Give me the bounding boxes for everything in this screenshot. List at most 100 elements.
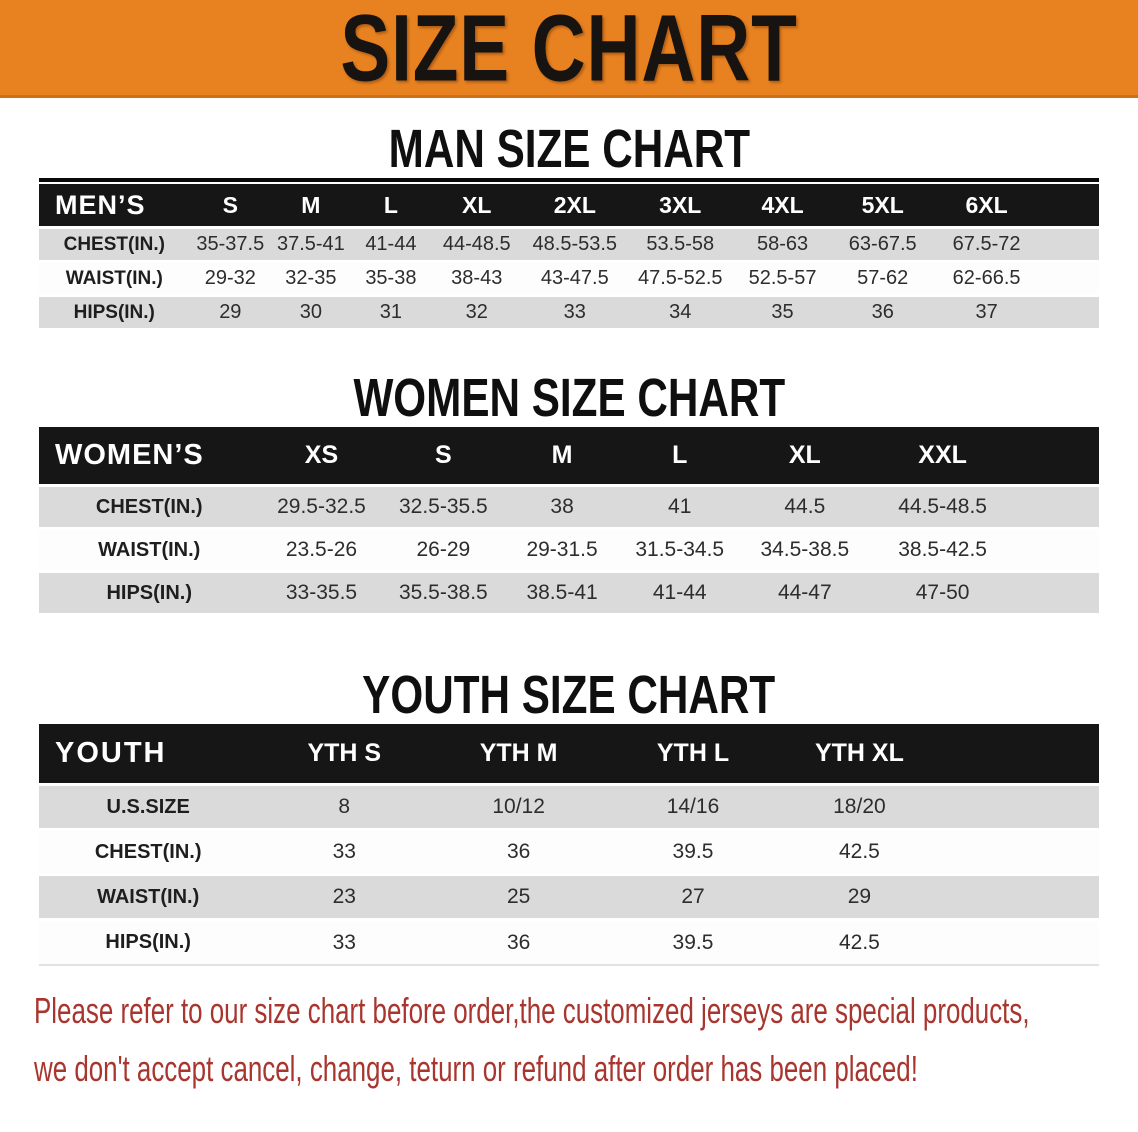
women-table-title-cell: WOMEN’S	[39, 427, 260, 487]
size-cell: 34.5-38.5	[738, 530, 872, 573]
size-column-header: YTH M	[431, 724, 607, 786]
table-row-chest: CHEST(IN.) 33 36 39.5 42.5	[39, 831, 1099, 876]
size-cell: 43-47.5	[522, 263, 628, 297]
spacer-cell	[1039, 297, 1099, 331]
spacer-cell	[938, 786, 1099, 831]
row-label: CHEST(IN.)	[39, 831, 258, 876]
size-column-header: XXL	[871, 427, 1015, 487]
size-cell: 41	[620, 487, 739, 530]
size-cell: 63-67.5	[831, 229, 934, 263]
size-cell: 62-66.5	[933, 263, 1040, 297]
youth-section-heading: YOUTH SIZE CHART	[0, 665, 1138, 724]
size-column-header: YTH XL	[779, 724, 939, 786]
size-cell: 47-50	[871, 573, 1015, 616]
size-cell: 32	[431, 297, 523, 331]
size-column-header: 3XL	[627, 182, 734, 229]
row-label: CHEST(IN.)	[39, 229, 190, 263]
disclaimer-text: Please refer to our size chart before or…	[34, 986, 1108, 1102]
table-row-hips: HIPS(IN.) 29 30 31 32 33 34 35 36 37	[39, 297, 1099, 331]
spacer-cell	[1039, 263, 1099, 297]
men-section-heading: MAN SIZE CHART	[0, 119, 1138, 178]
size-cell: 52.5-57	[733, 263, 832, 297]
row-label: HIPS(IN.)	[39, 573, 260, 616]
size-cell: 25	[431, 876, 607, 921]
men-size-table: MEN’S S M L XL 2XL 3XL 4XL 5XL 6XL CHEST…	[39, 178, 1099, 331]
youth-size-table: YOUTH YTH S YTH M YTH L YTH XL U.S.SIZE …	[39, 724, 1099, 966]
size-cell: 29	[189, 297, 272, 331]
row-label: WAIST(IN.)	[39, 876, 258, 921]
spacer-cell	[938, 921, 1099, 966]
size-column-header: S	[189, 182, 272, 229]
size-cell: 23	[257, 876, 432, 921]
table-row-waist: WAIST(IN.) 23.5-26 26-29 29-31.5 31.5-34…	[39, 530, 1099, 573]
row-label: WAIST(IN.)	[39, 530, 260, 573]
size-cell: 30	[271, 297, 351, 331]
size-cell: 29.5-32.5	[259, 487, 384, 530]
size-column-header: XL	[431, 182, 523, 229]
page-title: SIZE CHART	[340, 0, 798, 101]
size-cell: 8	[257, 786, 432, 831]
spacer-cell	[1014, 573, 1099, 616]
size-column-header: XL	[738, 427, 872, 487]
size-cell: 41-44	[350, 229, 432, 263]
disclaimer-line-1: Please refer to our size chart before or…	[34, 990, 1030, 1031]
size-column-header: YTH S	[257, 724, 432, 786]
size-cell: 33	[257, 831, 432, 876]
size-cell: 10/12	[431, 786, 607, 831]
banner: SIZE CHART	[0, 0, 1138, 100]
size-cell: 31.5-34.5	[620, 530, 739, 573]
spacer-cell	[1039, 182, 1099, 229]
size-cell: 44-47	[738, 573, 872, 616]
size-cell: 42.5	[779, 921, 939, 966]
size-cell: 32-35	[271, 263, 351, 297]
size-cell: 32.5-35.5	[383, 487, 504, 530]
size-cell: 29-31.5	[503, 530, 621, 573]
women-section-heading: WOMEN SIZE CHART	[0, 368, 1138, 428]
size-cell: 34	[627, 297, 734, 331]
table-row-waist: WAIST(IN.) 23 25 27 29	[39, 876, 1099, 921]
size-cell: 38.5-42.5	[871, 530, 1015, 573]
spacer-cell	[938, 876, 1099, 921]
size-cell: 26-29	[383, 530, 504, 573]
size-cell: 35-37.5	[189, 229, 272, 263]
size-cell: 38.5-41	[503, 573, 621, 616]
row-label: HIPS(IN.)	[39, 921, 258, 966]
size-cell: 36	[831, 297, 934, 331]
spacer-cell	[1014, 530, 1099, 573]
size-cell: 57-62	[831, 263, 934, 297]
size-cell: 44-48.5	[431, 229, 523, 263]
size-cell: 35-38	[350, 263, 432, 297]
spacer-cell	[938, 724, 1099, 786]
size-cell: 23.5-26	[259, 530, 384, 573]
size-cell: 29-32	[189, 263, 272, 297]
row-label: CHEST(IN.)	[39, 487, 260, 530]
size-cell: 35	[733, 297, 832, 331]
size-column-header: S	[383, 427, 504, 487]
youth-table-header-row: YOUTH YTH S YTH M YTH L YTH XL	[39, 724, 1099, 786]
table-row-us-size: U.S.SIZE 8 10/12 14/16 18/20	[39, 786, 1099, 831]
table-row-waist: WAIST(IN.) 29-32 32-35 35-38 38-43 43-47…	[39, 263, 1099, 297]
table-row-hips: HIPS(IN.) 33 36 39.5 42.5	[39, 921, 1099, 966]
size-cell: 44.5-48.5	[871, 487, 1015, 530]
size-cell: 33	[257, 921, 432, 966]
size-column-header: 5XL	[831, 182, 934, 229]
size-cell: 38	[503, 487, 621, 530]
spacer-cell	[938, 831, 1099, 876]
size-column-header: M	[503, 427, 621, 487]
size-cell: 67.5-72	[933, 229, 1040, 263]
men-table-title-cell: MEN’S	[39, 182, 190, 229]
women-heading-text: WOMEN SIZE CHART	[353, 368, 785, 428]
size-cell: 35.5-38.5	[383, 573, 504, 616]
size-cell: 38-43	[431, 263, 523, 297]
row-label: HIPS(IN.)	[39, 297, 190, 331]
size-cell: 31	[350, 297, 432, 331]
size-cell: 39.5	[606, 921, 780, 966]
size-column-header: L	[350, 182, 432, 229]
size-column-header: M	[271, 182, 351, 229]
size-cell: 37.5-41	[271, 229, 351, 263]
table-row-hips: HIPS(IN.) 33-35.5 35.5-38.5 38.5-41 41-4…	[39, 573, 1099, 616]
youth-table-title-cell: YOUTH	[39, 724, 258, 786]
size-cell: 18/20	[779, 786, 939, 831]
men-table-header-row: MEN’S S M L XL 2XL 3XL 4XL 5XL 6XL	[39, 182, 1099, 229]
